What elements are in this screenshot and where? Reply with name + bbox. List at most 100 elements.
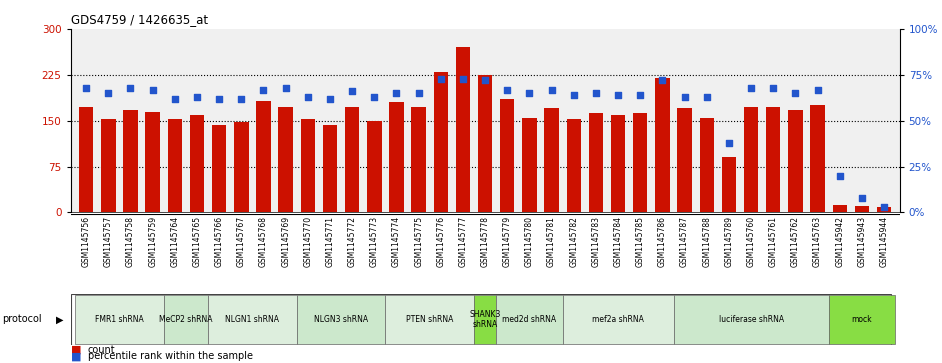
- Bar: [700, 118, 714, 212]
- Text: GSM1145783: GSM1145783: [592, 216, 600, 267]
- Bar: [145, 111, 160, 212]
- Bar: [323, 125, 337, 212]
- FancyBboxPatch shape: [164, 295, 208, 344]
- Bar: [633, 113, 647, 212]
- Text: med2d shRNA: med2d shRNA: [502, 315, 557, 324]
- Text: GSM1145944: GSM1145944: [880, 216, 888, 267]
- Bar: [854, 206, 869, 212]
- Text: GSM1145762: GSM1145762: [791, 216, 800, 267]
- Text: GSM1145771: GSM1145771: [326, 216, 334, 267]
- Text: ■: ■: [71, 345, 81, 355]
- Point: [589, 90, 604, 96]
- Bar: [279, 107, 293, 212]
- Text: count: count: [88, 345, 115, 355]
- Text: GSM1145787: GSM1145787: [680, 216, 690, 267]
- Bar: [389, 102, 404, 212]
- Text: GSM1145756: GSM1145756: [82, 216, 90, 267]
- FancyBboxPatch shape: [297, 295, 385, 344]
- Bar: [433, 72, 448, 212]
- FancyBboxPatch shape: [496, 295, 562, 344]
- Point: [455, 76, 470, 81]
- Point: [256, 87, 271, 93]
- Text: percentile rank within the sample: percentile rank within the sample: [88, 351, 252, 361]
- Text: mock: mock: [852, 315, 872, 324]
- Point: [300, 94, 316, 100]
- Text: ▶: ▶: [56, 314, 63, 325]
- Bar: [456, 47, 470, 212]
- Text: mef2a shRNA: mef2a shRNA: [593, 315, 644, 324]
- Text: luciferase shRNA: luciferase shRNA: [719, 315, 784, 324]
- Text: GSM1145759: GSM1145759: [148, 216, 157, 267]
- Bar: [544, 109, 559, 212]
- Point: [145, 87, 160, 93]
- Text: GDS4759 / 1426635_at: GDS4759 / 1426635_at: [71, 13, 208, 26]
- Bar: [722, 158, 736, 212]
- Bar: [235, 122, 249, 212]
- Point: [766, 85, 781, 91]
- Text: GSM1145778: GSM1145778: [480, 216, 490, 267]
- FancyBboxPatch shape: [75, 295, 164, 344]
- Text: protocol: protocol: [2, 314, 41, 325]
- Bar: [79, 107, 93, 212]
- Text: ■: ■: [71, 351, 81, 361]
- Text: MeCP2 shRNA: MeCP2 shRNA: [159, 315, 213, 324]
- Text: GSM1145768: GSM1145768: [259, 216, 268, 267]
- FancyBboxPatch shape: [674, 295, 829, 344]
- Text: GSM1145789: GSM1145789: [724, 216, 734, 267]
- Bar: [656, 78, 670, 212]
- Text: GSM1145774: GSM1145774: [392, 216, 401, 267]
- Point: [699, 94, 714, 100]
- Text: GSM1145763: GSM1145763: [813, 216, 822, 267]
- Bar: [522, 118, 537, 212]
- Text: GSM1145773: GSM1145773: [370, 216, 379, 267]
- Point: [189, 94, 204, 100]
- Bar: [168, 119, 182, 212]
- Bar: [810, 105, 825, 212]
- Bar: [345, 107, 359, 212]
- Point: [522, 90, 537, 96]
- Text: GSM1145788: GSM1145788: [703, 216, 711, 266]
- Point: [544, 87, 560, 93]
- Point: [234, 96, 249, 102]
- Text: GSM1145776: GSM1145776: [436, 216, 446, 267]
- Text: GSM1145781: GSM1145781: [547, 216, 556, 266]
- Bar: [589, 113, 603, 212]
- Text: GSM1145761: GSM1145761: [769, 216, 778, 267]
- Point: [278, 85, 293, 91]
- FancyBboxPatch shape: [829, 295, 895, 344]
- Point: [478, 77, 493, 83]
- FancyBboxPatch shape: [71, 294, 891, 345]
- Point: [78, 85, 93, 91]
- Bar: [566, 119, 581, 212]
- Point: [500, 87, 515, 93]
- Point: [411, 90, 426, 96]
- Text: GSM1145769: GSM1145769: [281, 216, 290, 267]
- Bar: [123, 110, 138, 212]
- Text: GSM1145784: GSM1145784: [613, 216, 623, 267]
- FancyBboxPatch shape: [562, 295, 674, 344]
- Text: GSM1145782: GSM1145782: [569, 216, 578, 266]
- Point: [832, 173, 847, 179]
- Text: GSM1145772: GSM1145772: [348, 216, 357, 267]
- Text: GSM1145779: GSM1145779: [503, 216, 512, 267]
- FancyBboxPatch shape: [474, 295, 496, 344]
- Point: [877, 204, 892, 210]
- Point: [212, 96, 227, 102]
- Bar: [877, 208, 891, 212]
- Text: GSM1145786: GSM1145786: [658, 216, 667, 267]
- Text: GSM1145766: GSM1145766: [215, 216, 223, 267]
- Text: GSM1145943: GSM1145943: [857, 216, 867, 267]
- Point: [677, 94, 692, 100]
- Point: [788, 90, 803, 96]
- Text: PTEN shRNA: PTEN shRNA: [406, 315, 453, 324]
- Text: NLGN3 shRNA: NLGN3 shRNA: [314, 315, 368, 324]
- Text: GSM1145770: GSM1145770: [303, 216, 313, 267]
- Text: GSM1145764: GSM1145764: [171, 216, 179, 267]
- Bar: [611, 115, 625, 212]
- Text: GSM1145780: GSM1145780: [525, 216, 534, 267]
- Point: [566, 92, 581, 98]
- Text: GSM1145775: GSM1145775: [414, 216, 423, 267]
- Text: GSM1145760: GSM1145760: [747, 216, 755, 267]
- Bar: [189, 115, 204, 212]
- Point: [366, 94, 382, 100]
